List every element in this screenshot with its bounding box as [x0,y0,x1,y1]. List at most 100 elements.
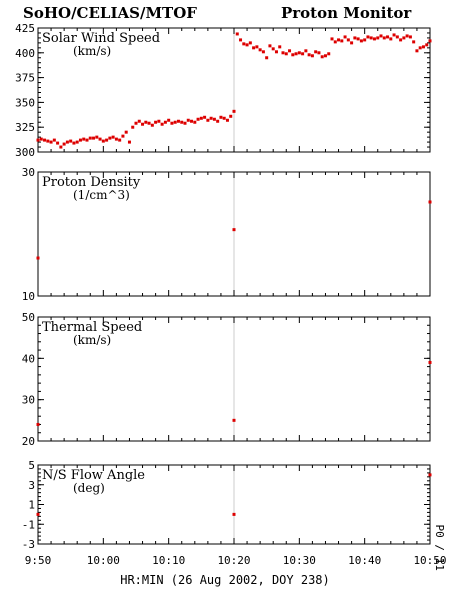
data-point [307,53,311,57]
y-tick-label: 375 [15,72,35,85]
data-point [350,41,354,45]
data-point [333,40,337,44]
data-point [294,52,298,56]
data-point [340,39,344,43]
data-point [78,138,82,142]
y-tick-label: 3 [28,479,35,492]
data-point [36,256,40,260]
data-point [176,119,180,123]
data-point [232,228,236,232]
panel-unit: (km/s) [73,44,111,58]
data-point [209,116,213,120]
data-point [82,137,86,141]
data-point [59,145,63,149]
data-point [219,115,223,119]
data-point [330,37,334,41]
y-tick-label: -3 [22,538,35,551]
y-tick-label: 30 [22,166,35,179]
y-tick-label: 1 [28,499,35,512]
data-point [52,138,56,142]
data-point [36,422,40,426]
data-point [248,41,252,45]
data-point [85,138,89,142]
data-point [121,134,125,138]
data-point [428,473,432,477]
data-point [268,44,272,48]
data-point [199,116,203,120]
data-point [232,418,236,422]
instrument-title: SoHO/CELIAS/MTOF [23,4,197,22]
data-point [239,38,243,42]
data-point [144,120,148,124]
data-point [111,135,115,139]
y-tick-label: 40 [22,352,35,365]
data-point [222,116,226,120]
data-point [49,140,53,144]
y-tick-label: 10 [22,290,35,303]
data-point [337,38,341,42]
data-point [157,119,161,123]
data-point [346,38,350,42]
data-point [101,139,105,143]
data-point [353,36,357,40]
x-axis-label: HR:MIN (26 Aug 2002, DOY 238) [120,573,330,587]
data-point [36,512,40,516]
data-point [160,122,164,126]
data-point [278,45,282,49]
data-point [186,118,190,122]
y-tick-label: 425 [15,22,35,35]
data-point [114,137,118,141]
data-point [72,141,76,145]
data-point [69,139,73,143]
data-point [412,40,416,44]
data-point [232,109,236,113]
data-point [75,140,79,144]
data-point [180,120,184,124]
y-tick-label: 350 [15,96,35,109]
x-tick-label: 10:10 [152,554,185,567]
data-point [242,42,246,46]
data-point [415,49,419,53]
data-point [408,35,412,39]
data-point [265,56,269,60]
data-point [173,120,177,124]
data-point [428,39,432,43]
data-point [376,36,380,40]
data-point [382,36,386,40]
data-point [363,38,367,42]
data-point [323,54,327,58]
data-point [297,51,301,55]
y-tick-label: -1 [22,518,35,531]
panel-title: Proton Density [42,175,141,190]
data-point [314,50,318,54]
data-point [271,47,275,51]
data-point [405,34,409,38]
data-point [245,43,249,47]
data-point [56,141,60,145]
data-point [124,130,128,134]
data-point [372,37,376,41]
data-point [379,34,383,38]
panel-title: Thermal Speed [42,320,142,335]
panel-title: Solar Wind Speed [42,31,160,46]
x-tick-label: 10:30 [283,554,316,567]
data-point [356,37,360,41]
data-point [281,51,285,55]
data-point [258,48,262,52]
data-point [98,137,102,141]
data-point [39,137,43,141]
x-tick-label: 10:00 [87,554,120,567]
data-point [366,35,370,39]
panel-unit: (deg) [73,481,105,495]
data-point [255,45,259,49]
panel-unit: (km/s) [73,333,111,347]
data-point [193,120,197,124]
y-tick-label: 20 [22,435,35,448]
data-point [418,46,422,50]
data-point [141,122,145,126]
data-point [206,118,210,122]
data-point [252,46,256,50]
data-point [216,119,220,123]
data-point [369,36,373,40]
